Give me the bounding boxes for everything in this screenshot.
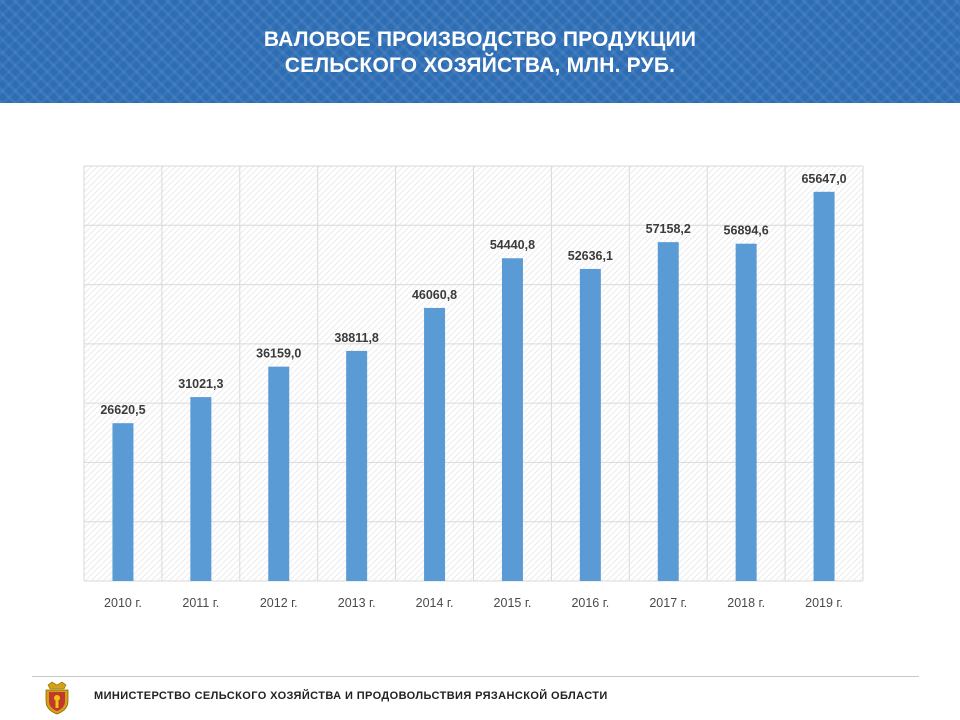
bar-value-label: 56894,6 bbox=[724, 224, 769, 238]
x-axis-ticks: 2010 г. 2011 г. 2012 г. 2013 г. 2014 г. 2015 … bbox=[104, 596, 843, 610]
x-tick-label: 2018 г. bbox=[727, 596, 765, 610]
bars bbox=[112, 191, 835, 582]
bar-value-label: 38811,8 bbox=[334, 331, 379, 345]
footer-divider bbox=[32, 676, 919, 677]
bar-value-label: 57158,2 bbox=[646, 222, 691, 236]
bar bbox=[112, 423, 134, 581]
bar bbox=[657, 242, 679, 581]
footer-ministry-name: МИНИСТЕРСТВО СЕЛЬСКОГО ХОЗЯЙСТВА И ПРОДО… bbox=[94, 690, 608, 702]
bar-value-label: 54440,8 bbox=[490, 238, 535, 252]
bar bbox=[190, 397, 212, 581]
x-tick-label: 2017 г. bbox=[649, 596, 687, 610]
x-tick-label: 2016 г. bbox=[571, 596, 609, 610]
bar-value-label: 65647,0 bbox=[801, 172, 846, 186]
bar bbox=[579, 268, 601, 581]
x-tick-label: 2014 г. bbox=[416, 596, 454, 610]
bar-value-label: 52636,1 bbox=[568, 249, 613, 263]
bar-value-label: 26620,5 bbox=[100, 403, 145, 417]
coat-of-arms-icon bbox=[45, 681, 69, 715]
x-tick-label: 2010 г. bbox=[104, 596, 142, 610]
bar-value-label: 36159,0 bbox=[256, 347, 301, 361]
page-title-line-2: СЕЛЬСКОГО ХОЗЯЙСТВА, МЛН. РУБ. bbox=[284, 54, 676, 77]
bar bbox=[346, 350, 368, 581]
header-banner: ВАЛОВОЕ ПРОИЗВОДСТВО ПРОДУКЦИИ СЕЛЬСКОГО… bbox=[0, 0, 960, 103]
bar-value-label: 46060,8 bbox=[412, 288, 457, 302]
bar bbox=[424, 307, 446, 581]
bar bbox=[268, 366, 290, 581]
bar bbox=[813, 191, 835, 581]
bar bbox=[501, 258, 523, 581]
data-labels: 26620,5 31021,3 36159,0 38811,8 46060,8 54440… bbox=[100, 172, 846, 417]
x-tick-label: 2019 г. bbox=[805, 596, 843, 610]
grid-lines bbox=[83, 165, 864, 582]
bar-value-label: 31021,3 bbox=[178, 377, 223, 391]
x-tick-label: 2013 г. bbox=[338, 596, 376, 610]
x-tick-label: 2012 г. bbox=[260, 596, 298, 610]
bar bbox=[735, 243, 757, 582]
x-tick-label: 2011 г. bbox=[182, 596, 219, 610]
page-title-line-1: ВАЛОВОЕ ПРОИЗВОДСТВО ПРОДУКЦИИ bbox=[263, 28, 697, 51]
x-tick-label: 2015 г. bbox=[494, 596, 532, 610]
